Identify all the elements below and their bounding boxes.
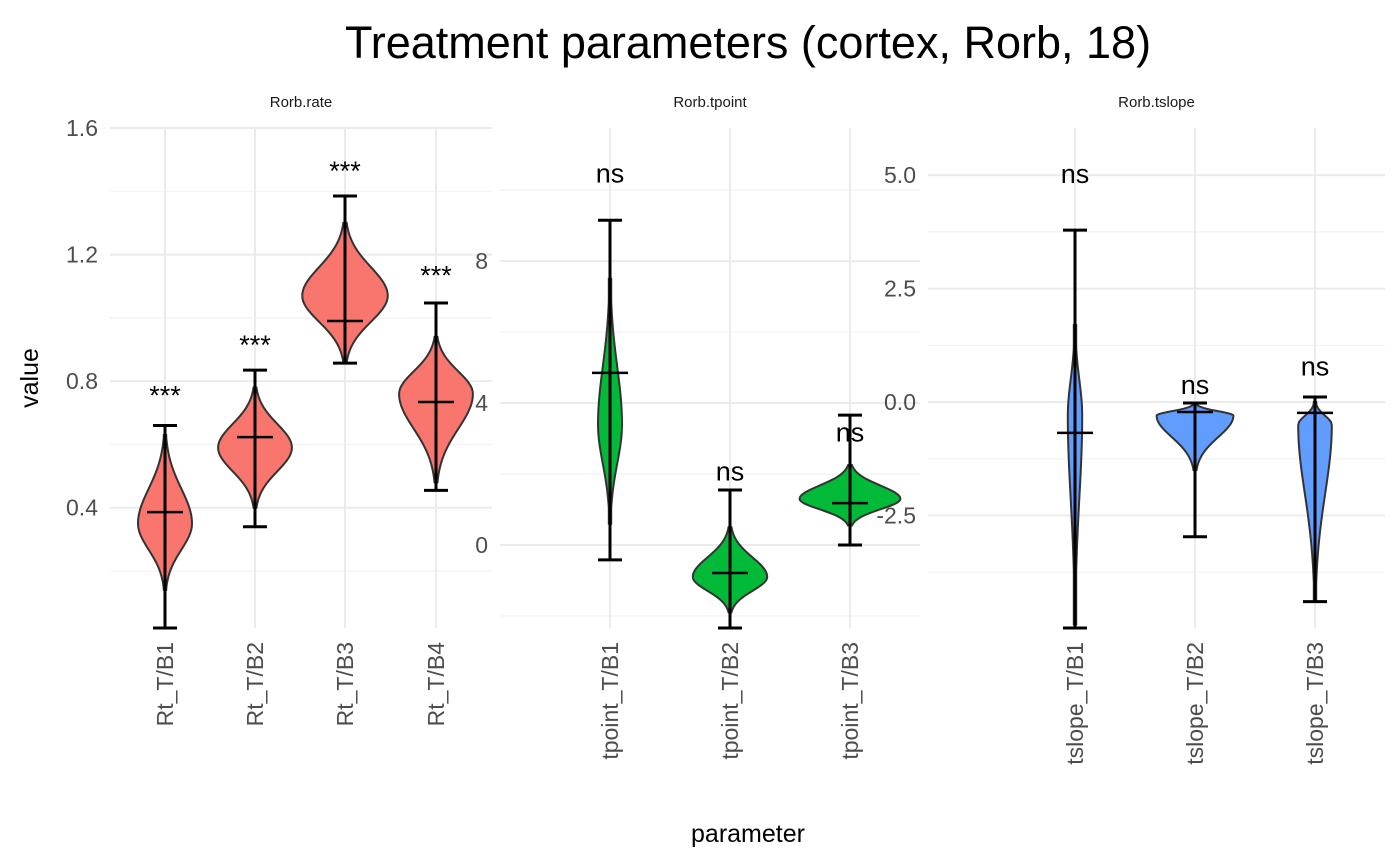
significance-label: ns	[1061, 159, 1090, 189]
x-tick-label: tslope_T/B2	[1182, 642, 1208, 765]
significance-label: ***	[149, 381, 181, 411]
y-tick-label: 0.8	[66, 368, 98, 394]
x-tick-label: Rt_T/B1	[152, 642, 178, 726]
strip-title: Rorb.tslope	[1118, 94, 1195, 111]
y-tick-label: 0	[475, 532, 488, 558]
y-tick-label: 4	[475, 390, 488, 416]
x-axis-label: parameter	[691, 820, 805, 848]
y-axis-label: value	[16, 348, 44, 408]
y-tick-label: 0.4	[66, 495, 98, 521]
x-tick-label: tpoint_T/B3	[837, 642, 863, 760]
chart-title: Treatment parameters (cortex, Rorb, 18)	[345, 17, 1151, 68]
significance-label: ns	[596, 158, 625, 188]
x-tick-label: Rt_T/B4	[423, 642, 449, 727]
x-tick-label: tpoint_T/B2	[717, 642, 743, 760]
significance-label: ***	[239, 330, 271, 360]
significance-label: ns	[1301, 352, 1330, 382]
panel-1: 0 4 8 Rorb.tpoint ns tpoint_T/B1 ns tpoint_T/B2…	[475, 94, 920, 760]
significance-label: ***	[420, 260, 452, 290]
significance-label: ***	[329, 156, 361, 186]
x-tick-label: Rt_T/B3	[332, 642, 358, 726]
panel-0: 0.4 0.8 1.2 1.6 Rorb.rate *** Rt_T/B1 *** Rt_T/B…	[66, 94, 492, 726]
y-tick-label: 0.0	[884, 389, 916, 415]
x-tick-label: tslope_T/B3	[1302, 642, 1328, 765]
strip-title: Rorb.tpoint	[673, 94, 747, 111]
y-tick-label: 8	[475, 248, 488, 274]
y-tick-label: 5.0	[884, 162, 916, 188]
y-tick-label: 1.2	[66, 242, 98, 268]
y-tick-label: 2.5	[884, 276, 916, 302]
panel-2: -2.5 0.0 2.5 5.0 Rorb.tslope ns tslope_T/B1 ns t…	[876, 94, 1385, 765]
significance-label: ns	[1181, 370, 1210, 400]
significance-label: ns	[836, 417, 865, 447]
significance-label: ns	[716, 456, 745, 486]
x-tick-label: tslope_T/B1	[1062, 642, 1088, 765]
y-tick-label: -2.5	[876, 502, 916, 528]
y-tick-label: 1.6	[66, 115, 98, 141]
x-tick-label: Rt_T/B2	[242, 642, 268, 726]
strip-title: Rorb.rate	[270, 94, 333, 111]
x-tick-label: tpoint_T/B1	[597, 642, 623, 760]
